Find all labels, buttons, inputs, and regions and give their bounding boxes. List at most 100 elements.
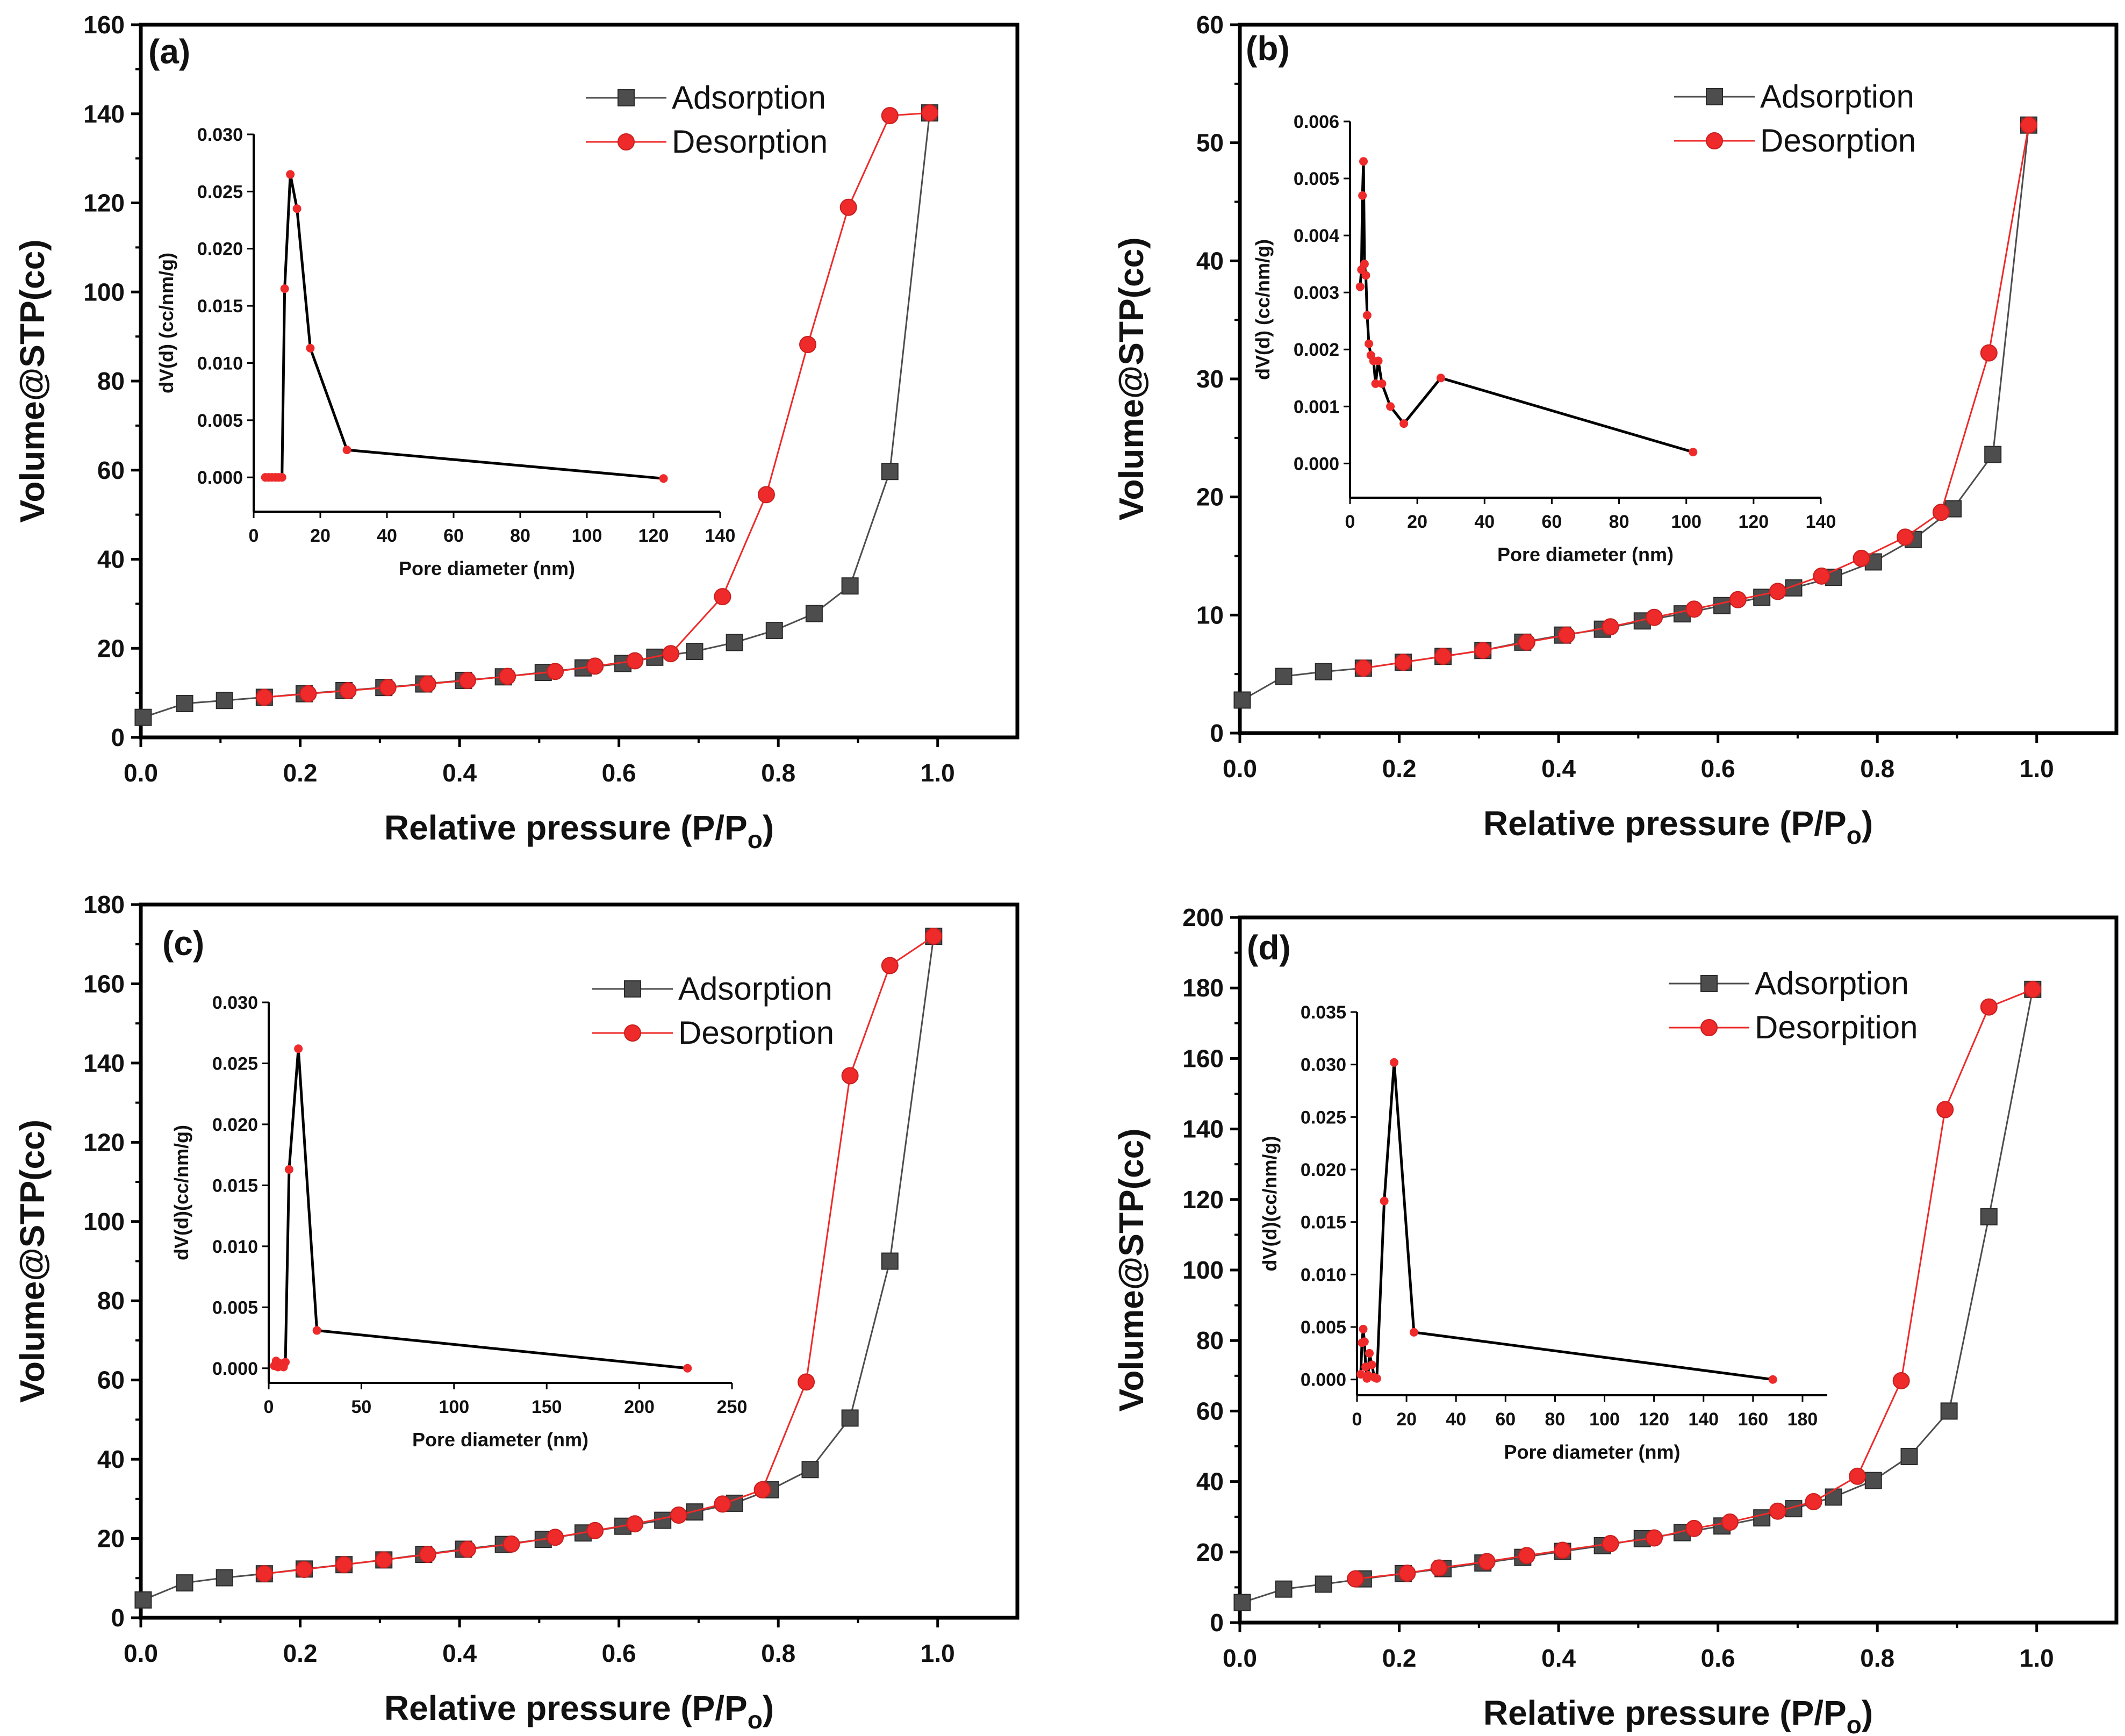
inset-data-point [1362,311,1372,320]
data-point-adsorption [1233,691,1251,709]
y-tick-label: 0 [1210,1609,1224,1637]
data-point-desorption [753,1481,771,1498]
legend-label: Adsorption [672,80,826,116]
x-tick-label: 1.0 [921,1639,955,1667]
y-tick-label: 100 [83,278,125,306]
legend-marker [1700,1019,1718,1036]
panel-label: (b) [1246,29,1290,68]
data-point-desorption [881,957,899,974]
data-point-desorption [1518,633,1535,651]
y-tick-label: 60 [1196,1397,1224,1425]
data-point-desorption [626,652,644,670]
y-tick-label: 50 [1196,129,1224,157]
inset-y-tick-label: 0.005 [1301,1317,1346,1338]
inset-y-axis-title: dV(d) (cc/nm/g) [155,253,177,393]
inset-data-point [342,446,351,455]
inset-y-tick-label: 0.030 [197,125,243,145]
inset-data-point [1409,1328,1418,1337]
data-point-desorption [841,1067,859,1085]
x-tick-label: 0.4 [1541,1644,1576,1672]
y-tick-label: 0 [111,1604,125,1632]
data-point-desorption [299,685,317,702]
data-point-desorption [1853,549,1870,567]
panel-a: 0.0 0.2 0.4 0.6 0.8 1.0 0 20 40 60 80 100 120 140 160 R… [13,11,1020,853]
inset-y-tick-label: 0.000 [212,1359,258,1379]
inset-series-line [273,1049,688,1371]
y-tick-label: 120 [1182,1186,1224,1214]
data-point-adsorption [765,622,783,640]
inset-x-tick-label: 80 [1545,1409,1566,1430]
inset-x-tick-label: 20 [1407,512,1427,532]
legend-marker [618,89,635,106]
inset-data-point [281,1358,290,1367]
data-point-desorption [714,1495,731,1513]
panel-label: (d) [1247,928,1291,967]
data-point-desorption [757,486,775,504]
inset-x-tick-label: 40 [1446,1409,1466,1430]
inset-data-point [286,170,295,179]
inset-x-tick-label: 100 [1671,512,1702,532]
inset-y-tick-label: 0.004 [1294,226,1339,246]
inset-x-tick-label: 0 [1352,1409,1362,1430]
y-tick-label: 60 [97,456,125,484]
data-point-adsorption [1315,663,1332,680]
data-point-desorpition [1685,1519,1703,1537]
y-tick-label: 140 [83,1049,125,1077]
inset-x-tick-label: 200 [624,1397,655,1417]
inset-series-line [265,174,664,480]
inset-x-tick-label: 40 [377,526,397,546]
inset-x-tick-label: 120 [638,526,669,546]
data-point-desorption [547,1529,564,1546]
inset-data-point [284,1165,293,1174]
x-tick-label: 1.0 [2020,1644,2054,1672]
inset-data-point [306,343,315,353]
data-point-adsorption [801,1461,819,1479]
inset-x-tick-label: 140 [1806,512,1836,532]
data-point-desorption [1685,600,1703,618]
inset-x-tick-label: 140 [705,526,736,546]
data-point-desorption [798,1373,815,1391]
data-point-adsorption [1940,1402,1958,1420]
legend-label: Desorption [678,1015,834,1051]
x-axis-title: Relative pressure (P/Po) [384,808,774,853]
data-point-desorpition [1602,1535,1619,1553]
x-axis-title: Relative pressure (P/Po) [1483,804,1873,849]
inset-data-point [1355,282,1365,291]
data-point-adsorption [1713,597,1731,614]
x-tick-label: 0.4 [442,1639,477,1667]
inset-y-tick-label: 0.003 [1294,283,1339,303]
data-point-adsorption [1275,1580,1293,1598]
legend-marker [1706,132,1723,149]
data-point-desorpition [1769,1502,1786,1520]
y-tick-label: 60 [97,1366,125,1394]
x-tick-label: 0.0 [1223,755,1257,783]
data-point-desorption [626,1515,644,1533]
data-point-desorption [925,927,943,945]
data-point-desorption [1474,642,1492,659]
inset-data-point [1361,271,1370,280]
legend-label: Adsorption [1755,965,1909,1001]
data-point-adsorption [805,605,823,622]
inset-y-tick-label: 0.035 [1301,1002,1346,1023]
data-point-desorption [921,104,938,122]
data-point-adsorption [654,1511,672,1529]
data-point-desorption [339,682,357,699]
inset-y-tick-label: 0.000 [197,468,243,488]
data-point-desorption [458,671,476,689]
y-tick-label: 120 [83,189,125,217]
y-tick-label: 160 [1182,1044,1224,1072]
x-tick-label: 0.6 [602,1639,636,1667]
inset-data-point [1367,1360,1376,1369]
y-tick-label: 40 [97,1445,125,1473]
y-axis-title: Volume@STP(cc) [1112,237,1151,520]
data-point-desorpition [1805,1493,1822,1510]
inset-data-point [294,1044,303,1053]
data-point-adsorption [881,463,899,480]
data-point-adsorption [216,1569,233,1587]
inset-y-tick-label: 0.000 [1301,1370,1346,1390]
plot-frame [139,23,1020,740]
legend-label: Adsorption [678,971,832,1007]
x-tick-label: 0.0 [1223,1644,1257,1672]
x-tick-label: 0.2 [1382,1644,1417,1672]
